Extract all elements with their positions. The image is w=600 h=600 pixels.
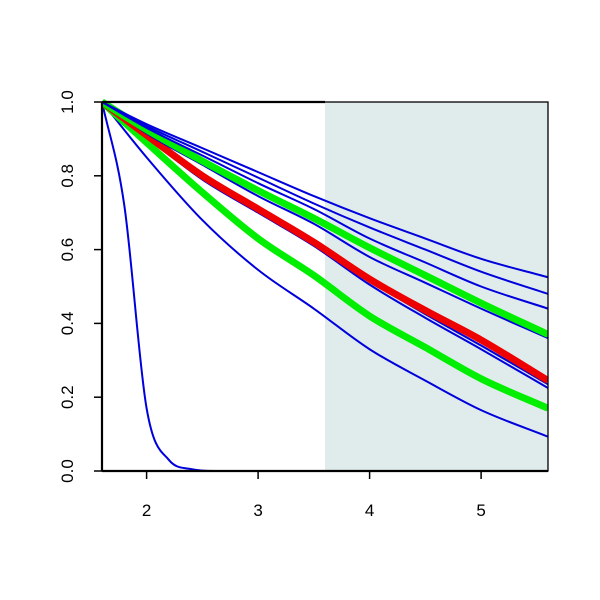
series-line-6 bbox=[102, 99, 548, 384]
axes-layer bbox=[100, 100, 549, 473]
x-tick-label: 5 bbox=[476, 501, 485, 520]
series-line-2 bbox=[102, 101, 548, 438]
ticks-layer: 2 3 4 5 0.0 0.2 0.4 0.6 0.8 1.0 bbox=[58, 90, 486, 520]
y-tick-label: 0.2 bbox=[58, 385, 77, 409]
series-line-3 bbox=[102, 99, 548, 412]
shaded-region bbox=[325, 102, 548, 471]
series-line-11 bbox=[102, 101, 548, 279]
series-line-10 bbox=[102, 101, 548, 295]
series-line-9 bbox=[102, 101, 548, 310]
y-tick-label: 0.8 bbox=[58, 164, 77, 188]
series-line-8 bbox=[102, 99, 548, 338]
x-tick-label: 4 bbox=[365, 501, 374, 520]
y-tick-label: 0.4 bbox=[58, 312, 77, 336]
y-tick-label: 0.6 bbox=[58, 238, 77, 262]
y-tick-label: 1.0 bbox=[58, 90, 77, 114]
y-tick-label: 0.0 bbox=[58, 459, 77, 483]
shaded-region-layer bbox=[325, 102, 548, 471]
series-layer bbox=[102, 99, 548, 471]
x-tick-label: 2 bbox=[142, 501, 151, 520]
x-tick-label: 3 bbox=[253, 501, 262, 520]
